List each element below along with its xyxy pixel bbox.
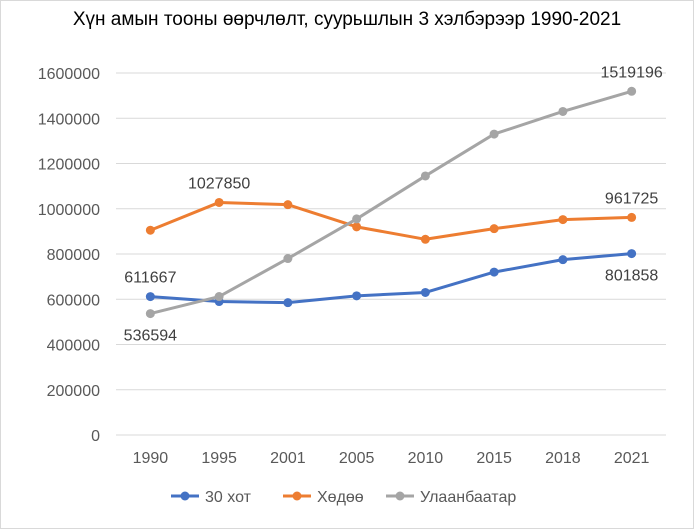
y-tick-label: 1400000 <box>38 111 100 128</box>
data-point <box>558 106 568 116</box>
x-tick-label: 1995 <box>201 450 237 467</box>
legend: 30 хот Хөдөө Улаанбаатар <box>171 489 516 506</box>
data-point <box>558 255 568 265</box>
data-label: 801858 <box>605 268 658 285</box>
data-point <box>352 222 362 232</box>
data-point <box>145 309 155 319</box>
series-layer <box>145 86 637 319</box>
data-point <box>420 287 430 297</box>
x-tick-label: 2021 <box>614 450 650 467</box>
data-labels: 611667 801858 1027850 961725 536594 1519196 <box>124 64 663 344</box>
y-tick-label: 800000 <box>47 247 100 264</box>
data-point <box>489 129 499 139</box>
data-point <box>420 234 430 244</box>
x-tick-label: 2015 <box>476 450 512 467</box>
y-tick-label: 1600000 <box>38 66 100 83</box>
data-point <box>352 214 362 224</box>
data-label: 961725 <box>605 190 658 207</box>
x-tick-label: 2001 <box>270 450 306 467</box>
data-point <box>145 292 155 302</box>
data-point <box>283 200 293 210</box>
data-point <box>627 212 637 222</box>
series-line <box>148 200 634 241</box>
data-point <box>489 267 499 277</box>
legend-label: Улаанбаатар <box>420 489 516 506</box>
data-point <box>420 171 430 181</box>
y-tick-label: 600000 <box>47 292 100 309</box>
legend-label: 30 хот <box>205 489 252 506</box>
legend-marker <box>395 491 405 501</box>
data-label: 611667 <box>124 270 176 287</box>
data-point <box>558 215 568 225</box>
legend-marker <box>180 491 190 501</box>
data-label: 1027850 <box>188 175 250 192</box>
data-label: 536594 <box>124 328 177 345</box>
y-tick-label: 400000 <box>47 338 100 355</box>
data-label: 1519196 <box>600 64 662 81</box>
data-point <box>627 249 637 259</box>
x-tick-label: 2005 <box>339 450 375 467</box>
data-point <box>283 298 293 308</box>
chart-title: Хүн амын тооны өөрчлөлт, суурьшлын 3 хэл… <box>72 9 622 30</box>
series-line <box>148 89 634 316</box>
data-point <box>352 291 362 301</box>
x-tick-label: 1990 <box>133 450 169 467</box>
x-axis-ticks: 1990 1995 2001 2005 2010 2015 2018 2021 <box>133 450 650 467</box>
legend-marker <box>292 491 302 501</box>
series-line <box>148 252 634 305</box>
legend-label: Хөдөө <box>317 489 364 506</box>
gridlines <box>116 72 666 436</box>
data-point <box>489 224 499 234</box>
y-axis-ticks: 0 200000 400000 600000 800000 1000000 1200000 1… <box>38 66 100 445</box>
data-point <box>627 86 637 96</box>
y-tick-label: 200000 <box>47 383 100 400</box>
y-tick-label: 1200000 <box>38 157 100 174</box>
data-point <box>283 254 293 264</box>
x-tick-label: 2010 <box>408 450 444 467</box>
data-point <box>214 292 224 302</box>
y-tick-label: 1000000 <box>38 202 100 219</box>
y-tick-label: 0 <box>91 428 100 445</box>
data-point <box>145 225 155 235</box>
data-point <box>214 197 224 207</box>
x-tick-label: 2018 <box>545 450 581 467</box>
